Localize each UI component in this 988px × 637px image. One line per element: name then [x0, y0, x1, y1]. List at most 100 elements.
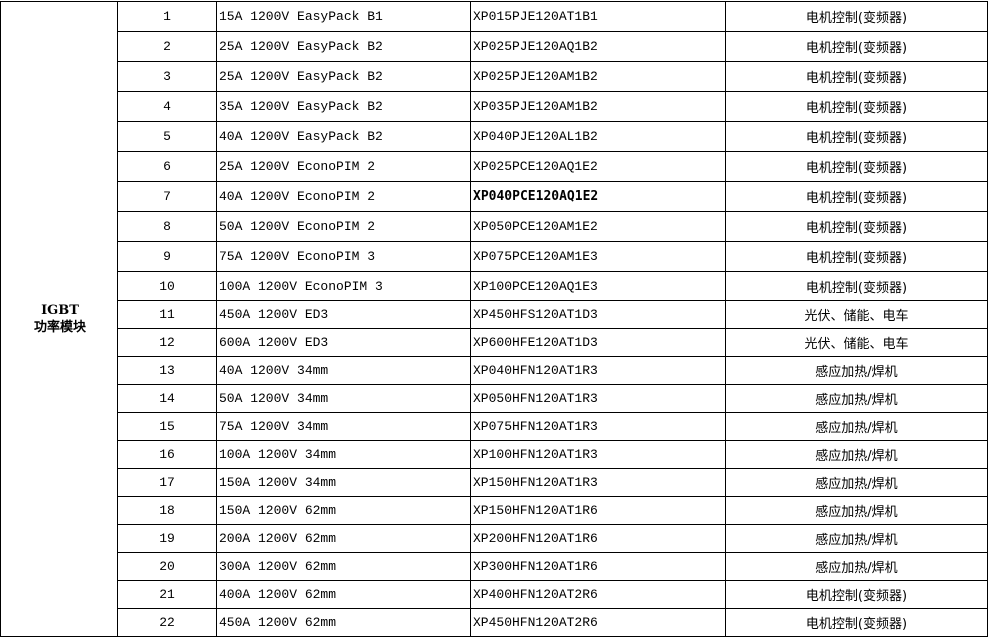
- spec-cell: 25A 1200V EconoPIM 2: [216, 151, 471, 182]
- category-cell: IGBT 功率模块: [0, 1, 118, 637]
- part-number-cell: XP100PCE120AQ1E3: [470, 271, 726, 301]
- application-cell: 电机控制(变频器): [725, 151, 988, 182]
- table-row: 14 50A 1200V 34mm XP050HFN120AT1R3 感应加热/焊机: [1, 384, 988, 413]
- table-row: 8 50A 1200V EconoPIM 2 XP050PCE120AM1E2 电机控…: [1, 211, 988, 242]
- table-row: 11 450A 1200V ED3 XP450HFS120AT1D3 光伏、储能、电车: [1, 300, 988, 329]
- part-number-cell: XP100HFN120AT1R3: [470, 440, 726, 469]
- category-line1: IGBT: [41, 303, 79, 318]
- application-cell: 电机控制(变频器): [725, 608, 988, 637]
- application-cell: 感应加热/焊机: [725, 552, 988, 581]
- spec-cell: 300A 1200V 62mm: [216, 552, 471, 581]
- table-row: 9 75A 1200V EconoPIM 3 XP075PCE120AM1E3 电机控…: [1, 241, 988, 272]
- part-number-cell: XP040PCE120AQ1E2: [470, 181, 726, 212]
- application-cell: 感应加热/焊机: [725, 524, 988, 553]
- row-number: 18: [117, 496, 217, 525]
- application-cell: 电机控制(变频器): [725, 271, 988, 301]
- spec-cell: 35A 1200V EasyPack B2: [216, 91, 471, 122]
- part-number-cell: XP015PJE120AT1B1: [470, 1, 726, 32]
- row-number: 17: [117, 468, 217, 497]
- table-row: 16 100A 1200V 34mm XP100HFN120AT1R3 感应加热/焊机: [1, 440, 988, 469]
- spec-cell: 25A 1200V EasyPack B2: [216, 61, 471, 92]
- part-number-cell: XP025PJE120AQ1B2: [470, 31, 726, 62]
- row-number: 12: [117, 328, 217, 357]
- table-row: 19 200A 1200V 62mm XP200HFN120AT1R6 感应加热/焊机: [1, 524, 988, 553]
- spec-cell: 400A 1200V 62mm: [216, 580, 471, 609]
- row-number: 9: [117, 241, 217, 272]
- part-number-cell: XP150HFN120AT1R6: [470, 496, 726, 525]
- part-number-cell: XP025PCE120AQ1E2: [470, 151, 726, 182]
- row-number: 1: [117, 1, 217, 32]
- spec-cell: 25A 1200V EasyPack B2: [216, 31, 471, 62]
- application-cell: 电机控制(变频器): [725, 181, 988, 212]
- part-number-cell: XP075PCE120AM1E3: [470, 241, 726, 272]
- row-number: 3: [117, 61, 217, 92]
- row-number: 20: [117, 552, 217, 581]
- table-row: 3 25A 1200V EasyPack B2 XP025PJE120AM1B2 电机…: [1, 61, 988, 92]
- part-number-cell: XP040HFN120AT1R3: [470, 356, 726, 385]
- table-row: 5 40A 1200V EasyPack B2 XP040PJE120AL1B2 电机…: [1, 121, 988, 152]
- spec-cell: 15A 1200V EasyPack B1: [216, 1, 471, 32]
- row-number: 8: [117, 211, 217, 242]
- table-row: 20 300A 1200V 62mm XP300HFN120AT1R6 感应加热/焊机: [1, 552, 988, 581]
- row-number: 16: [117, 440, 217, 469]
- spec-cell: 40A 1200V 34mm: [216, 356, 471, 385]
- part-number-cell: XP400HFN120AT2R6: [470, 580, 726, 609]
- spec-cell: 150A 1200V 34mm: [216, 468, 471, 497]
- application-cell: 感应加热/焊机: [725, 356, 988, 385]
- part-number-cell: XP600HFE120AT1D3: [470, 328, 726, 357]
- spec-cell: 450A 1200V 62mm: [216, 608, 471, 637]
- table-row: 6 25A 1200V EconoPIM 2 XP025PCE120AQ1E2 电机控…: [1, 151, 988, 182]
- spec-cell: 40A 1200V EasyPack B2: [216, 121, 471, 152]
- application-cell: 电机控制(变频器): [725, 580, 988, 609]
- table-row: 7 40A 1200V EconoPIM 2 XP040PCE120AQ1E2 电机控…: [1, 181, 988, 212]
- category-line2: 功率模块: [33, 320, 86, 335]
- application-cell: 电机控制(变频器): [725, 211, 988, 242]
- table-row: 22 450A 1200V 62mm XP450HFN120AT2R6 电机控制(变频…: [1, 608, 988, 637]
- part-number-cell: XP200HFN120AT1R6: [470, 524, 726, 553]
- part-number-cell: XP150HFN120AT1R3: [470, 468, 726, 497]
- row-number: 11: [117, 300, 217, 329]
- part-number-cell: XP300HFN120AT1R6: [470, 552, 726, 581]
- row-number: 2: [117, 31, 217, 62]
- application-cell: 电机控制(变频器): [725, 31, 988, 62]
- row-number: 22: [117, 608, 217, 637]
- part-number-cell: XP075HFN120AT1R3: [470, 412, 726, 441]
- row-number: 19: [117, 524, 217, 553]
- row-number: 15: [117, 412, 217, 441]
- part-number-cell: XP040PJE120AL1B2: [470, 121, 726, 152]
- spec-cell: 150A 1200V 62mm: [216, 496, 471, 525]
- spec-cell: 40A 1200V EconoPIM 2: [216, 181, 471, 212]
- spec-cell: 75A 1200V 34mm: [216, 412, 471, 441]
- application-cell: 电机控制(变频器): [725, 121, 988, 152]
- application-cell: 感应加热/焊机: [725, 468, 988, 497]
- spec-cell: 50A 1200V EconoPIM 2: [216, 211, 471, 242]
- table-row: 10 100A 1200V EconoPIM 3 XP100PCE120AQ1E3 电…: [1, 271, 988, 301]
- table-row: 21 400A 1200V 62mm XP400HFN120AT2R6 电机控制(变频…: [1, 580, 988, 609]
- application-cell: 光伏、储能、电车: [725, 328, 988, 357]
- row-number: 4: [117, 91, 217, 122]
- row-number: 7: [117, 181, 217, 212]
- spec-cell: 600A 1200V ED3: [216, 328, 471, 357]
- application-cell: 感应加热/焊机: [725, 384, 988, 413]
- table-row: 4 35A 1200V EasyPack B2 XP035PJE120AM1B2 电机…: [1, 91, 988, 122]
- spec-cell: 450A 1200V ED3: [216, 300, 471, 329]
- table-row: 13 40A 1200V 34mm XP040HFN120AT1R3 感应加热/焊机: [1, 356, 988, 385]
- spec-cell: 50A 1200V 34mm: [216, 384, 471, 413]
- part-number-cell: XP025PJE120AM1B2: [470, 61, 726, 92]
- row-number: 13: [117, 356, 217, 385]
- part-number-cell: XP450HFS120AT1D3: [470, 300, 726, 329]
- row-number: 5: [117, 121, 217, 152]
- part-number-cell: XP035PJE120AM1B2: [470, 91, 726, 122]
- row-number: 10: [117, 271, 217, 301]
- row-number: 6: [117, 151, 217, 182]
- part-number-cell: XP050PCE120AM1E2: [470, 211, 726, 242]
- row-number: 14: [117, 384, 217, 413]
- application-cell: 电机控制(变频器): [725, 1, 988, 32]
- application-cell: 电机控制(变频器): [725, 61, 988, 92]
- spec-cell: 200A 1200V 62mm: [216, 524, 471, 553]
- row-number: 21: [117, 580, 217, 609]
- spec-cell: 75A 1200V EconoPIM 3: [216, 241, 471, 272]
- spec-cell: 100A 1200V EconoPIM 3: [216, 271, 471, 301]
